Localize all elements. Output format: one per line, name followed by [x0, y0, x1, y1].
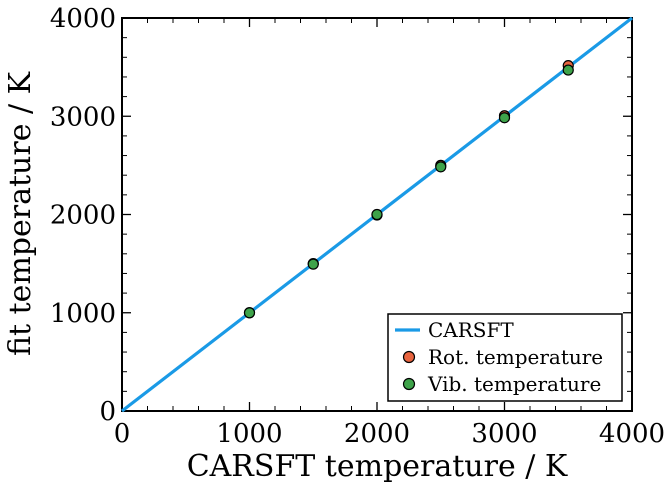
vib-temperature-point — [562, 64, 574, 76]
data-marks — [121, 16, 633, 413]
y-tick-label: 3000 — [50, 102, 116, 132]
vib-temperature-point — [307, 258, 319, 270]
ticks: 0 1000 2000 3000 4000 0 1000 2000 3000 4000 — [50, 4, 664, 449]
vib-temperature-point — [435, 161, 447, 173]
legend-vib-temperature-label: Vib. temperature — [427, 372, 601, 396]
x-tick-label: 3000 — [471, 419, 537, 449]
legend-vib-temperature-swatch — [402, 377, 416, 391]
x-tick-label: 0 — [114, 419, 131, 449]
legend-rot-temperature-swatch — [402, 350, 416, 364]
x-tick-label: 2000 — [344, 419, 410, 449]
vib-temperature-point — [243, 307, 256, 319]
y-axis-label: fit temperature / K — [3, 71, 38, 356]
y-tick-label: 4000 — [50, 4, 116, 34]
legend-carsft-label: CARSFT — [428, 318, 514, 342]
vib-temperature-point — [371, 208, 383, 221]
legend-box — [387, 313, 623, 402]
x-tick-label: 4000 — [599, 419, 664, 449]
y-tick-label: 1000 — [50, 299, 116, 329]
vib-temperature-point — [498, 112, 511, 124]
legend: CARSFT Rot. temperature Vib. temperature — [387, 313, 623, 402]
legend-rot-temperature-label: Rot. temperature — [428, 345, 603, 369]
y-tick-label: 2000 — [50, 201, 116, 231]
y-tick-label: 0 — [99, 397, 116, 427]
x-tick-label: 1000 — [216, 419, 282, 449]
x-axis-label: CARSFT temperature / K — [187, 449, 568, 484]
